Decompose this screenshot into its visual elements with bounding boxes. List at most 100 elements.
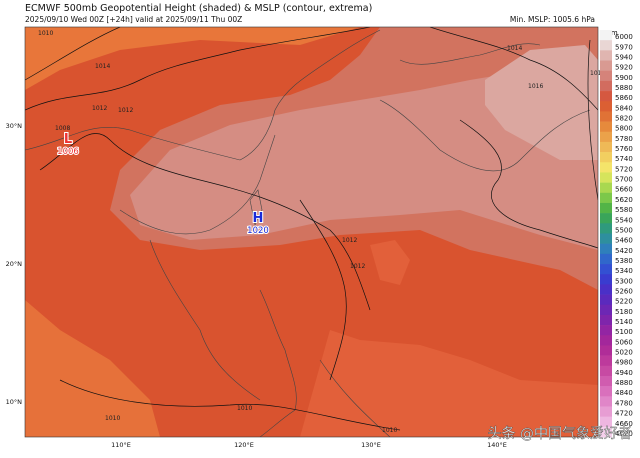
colorbar-label: 5840	[615, 104, 633, 112]
contour-label: 1012	[118, 107, 133, 114]
colorbar-swatch	[600, 131, 612, 143]
colorbar-swatch	[600, 182, 612, 194]
watermark: 头条 @中国气象爱好者	[488, 425, 632, 442]
center-letter: L	[64, 132, 72, 147]
colorbar-label: 5540	[615, 216, 633, 224]
contour-label: 1010	[382, 427, 397, 434]
colorbar-label: 5620	[615, 196, 633, 204]
colorbar-label: 5780	[615, 135, 633, 143]
colorbar-swatch	[600, 274, 612, 285]
map-frame	[24, 26, 599, 438]
colorbar-label: 5340	[615, 267, 633, 275]
colorbar-swatch	[600, 345, 612, 356]
contour-label: 1014	[507, 45, 522, 52]
colorbar-label: 5580	[615, 206, 633, 214]
colorbar-label: 5800	[615, 125, 633, 133]
longitude-label: 110°E	[111, 441, 131, 449]
colorbar-label: 5500	[615, 226, 633, 234]
colorbar-swatch	[600, 294, 612, 306]
height-shade	[300, 330, 598, 437]
colorbar-label: 5740	[615, 155, 633, 163]
colorbar-swatch	[600, 264, 612, 275]
latitude-label: 20°N	[6, 260, 23, 268]
subtitle: 2025/09/10 Wed 00Z [+24h] valid at 2025/…	[25, 15, 242, 24]
colorbar-swatch	[600, 50, 612, 61]
colorbar-label: 5060	[615, 338, 633, 346]
height-shade	[370, 240, 410, 285]
contour-label: 1008	[55, 125, 70, 132]
colorbar-label: 5940	[615, 53, 633, 61]
colorbar-swatch	[600, 416, 612, 428]
colorbar: gpm 600059705940592059005880586058405820…	[600, 29, 633, 438]
colorbar-label: 5860	[615, 94, 633, 102]
colorbar-label: 5140	[615, 318, 633, 326]
height-shade	[25, 300, 160, 437]
colorbar-label: 4980	[615, 359, 633, 367]
latitude-label: 30°N	[6, 122, 23, 130]
colorbar-swatch	[600, 192, 612, 204]
colorbar-label: 5420	[615, 247, 633, 255]
colorbar-label: 4880	[615, 379, 633, 387]
colorbar-label: 5970	[615, 43, 633, 51]
isobars	[25, 27, 598, 431]
colorbar-swatch	[600, 152, 612, 163]
contour-label: 1012	[92, 105, 107, 112]
colorbar-swatch	[600, 111, 612, 122]
colorbar-swatch	[600, 80, 612, 92]
colorbar-label: 4940	[615, 369, 633, 377]
longitude-label: 140°E	[487, 441, 507, 449]
colorbar-swatch	[600, 284, 612, 295]
colorbar-label: 5700	[615, 176, 633, 184]
colorbar-swatch	[600, 406, 612, 417]
colorbar-swatch	[600, 30, 612, 41]
colorbar-swatch	[600, 213, 612, 224]
colorbar-label: 5460	[615, 237, 633, 245]
title: ECMWF 500mb Geopotential Height (shaded)…	[25, 3, 372, 14]
map: 1010 1012 1014 1008 1012 1014 1016 1018 1012 1012…	[6, 26, 605, 449]
colorbar-swatch	[600, 304, 612, 316]
center-letter: H	[253, 211, 264, 226]
colorbar-swatch	[600, 325, 612, 336]
contour-label: 1012	[350, 263, 365, 270]
colorbar-swatch	[600, 375, 612, 387]
contour-label: 1014	[95, 63, 110, 70]
min-mslp: Min. MSLP: 1005.6 hPa	[510, 15, 595, 24]
colorbar-swatch	[600, 253, 612, 265]
colorbar-swatch	[600, 121, 612, 133]
colorbar-swatch	[600, 223, 612, 234]
colorbar-label: 5180	[615, 308, 633, 316]
contour-label: 1010	[237, 405, 252, 412]
colorbar-label: 5260	[615, 287, 633, 295]
contour-label: 1012	[342, 237, 357, 244]
colorbar-swatch	[600, 355, 612, 367]
colorbar-swatch	[600, 40, 612, 51]
contour-label: 1018	[590, 70, 605, 77]
colorbar-label: 4720	[615, 410, 633, 418]
contour-label: 1010	[38, 30, 53, 37]
colorbar-label: 5920	[615, 64, 633, 72]
colorbar-label: 5380	[615, 257, 633, 265]
colorbar-swatch	[600, 172, 612, 183]
colorbar-label: 5720	[615, 165, 633, 173]
colorbar-label: 4660	[615, 420, 633, 428]
colorbar-label: 4840	[615, 389, 633, 397]
colorbar-label: 4780	[615, 399, 633, 407]
colorbar-swatch	[600, 243, 612, 255]
colorbar-swatch	[600, 233, 612, 244]
center-value: 1006	[57, 147, 79, 157]
colorbar-swatch	[600, 396, 612, 407]
center-value: 1020	[247, 226, 269, 236]
colorbar-swatch	[600, 426, 612, 438]
colorbar-swatch	[600, 386, 612, 397]
colorbar-label: 5220	[615, 298, 633, 306]
colorbar-label: 5900	[615, 74, 633, 82]
colorbar-label: 5660	[615, 186, 633, 194]
colorbar-swatch	[600, 101, 612, 112]
longitude-label: 120°E	[234, 441, 254, 449]
colorbar-swatch	[600, 335, 612, 346]
colorbar-swatch	[600, 141, 612, 153]
colorbar-label: 5100	[615, 328, 633, 336]
coastlines	[25, 29, 591, 437]
colorbar-label: 5760	[615, 145, 633, 153]
